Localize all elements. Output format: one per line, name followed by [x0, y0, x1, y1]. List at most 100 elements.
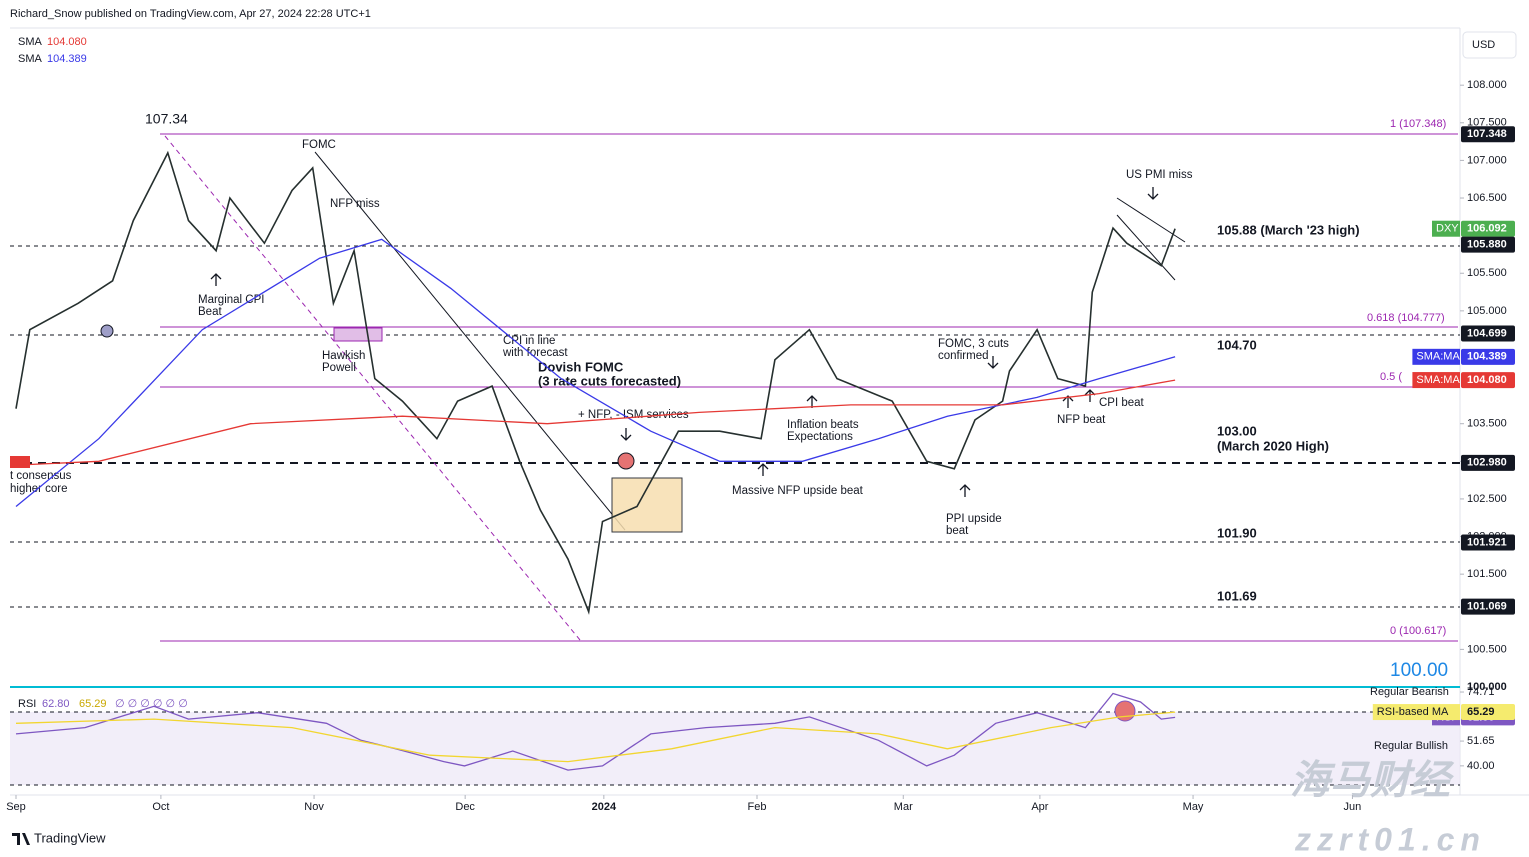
- price-badge: [1461, 598, 1515, 615]
- y-tick-label: 100.500: [1467, 643, 1507, 655]
- legend-value: 62.80: [42, 698, 70, 710]
- annotation: NFP beat: [1057, 414, 1106, 426]
- y-tick-label: 51.65: [1467, 735, 1495, 747]
- tag-badge: [1372, 704, 1460, 721]
- fib-label: 0.5 (: [1380, 371, 1402, 383]
- trend-line: [164, 135, 581, 641]
- y-tick-label: 74.71: [1467, 686, 1495, 698]
- price-badge-label: 100.000: [1467, 681, 1507, 693]
- annotation: Inflation beats: [787, 419, 859, 431]
- currency[interactable]: USD: [1472, 39, 1495, 51]
- left-marker: [10, 456, 30, 468]
- annotation: with forecast: [502, 347, 568, 359]
- rsi-note: Regular Bearish: [1370, 686, 1449, 698]
- annotation: FOMC: [302, 139, 336, 151]
- x-tick-label: Sep: [6, 801, 26, 813]
- annotations: 107.34 FOMC NFP miss Marginal CPI Beat H…: [10, 111, 1449, 752]
- annotation: FOMC, 3 cuts: [938, 338, 1009, 350]
- price-badge: [1461, 236, 1515, 253]
- highlight-box: [333, 327, 383, 342]
- x-tick-label: Dec: [455, 801, 475, 813]
- watermark: 海马财经: [1290, 759, 1455, 803]
- annotation: Marginal CPI: [198, 294, 264, 306]
- arrows: [210, 187, 1159, 497]
- price-badge-label: 65.29: [1467, 706, 1495, 718]
- level-note: 105.88 (March '23 high): [1217, 222, 1360, 237]
- y-tick-label: 107.000: [1467, 154, 1507, 166]
- price-badge: [1461, 704, 1515, 721]
- price-badge-label: 104.389: [1467, 351, 1507, 363]
- arrow: [620, 428, 632, 441]
- tag-badge-label: DXY: [1436, 223, 1459, 235]
- series-line: [15, 238, 1176, 508]
- brand: TradingView: [34, 830, 106, 845]
- annotation: confirmed: [938, 350, 989, 362]
- level-note: 101.90: [1217, 525, 1257, 540]
- annotation: + NFP, - ISM services: [578, 409, 689, 421]
- legend-name: RSI: [18, 698, 36, 710]
- arrow: [806, 395, 818, 408]
- price-badge-label: 104.699: [1467, 327, 1507, 339]
- annotation: beat: [946, 525, 969, 537]
- price-badge-label: 102.980: [1467, 457, 1507, 469]
- level-note: 100.00: [1390, 660, 1448, 681]
- level-note: 101.69: [1217, 588, 1257, 603]
- arrow: [987, 356, 999, 369]
- marker-circle: [1114, 700, 1136, 722]
- price-badge: [1461, 372, 1515, 389]
- marker-circle: [100, 324, 114, 338]
- arrow: [1062, 395, 1074, 408]
- x-tick-label: Jun: [1344, 801, 1362, 813]
- price-badge-label: 105.880: [1467, 239, 1507, 251]
- y-tick-label: 40.00: [1467, 760, 1495, 772]
- tag-badge-label: SMA:MA: [1416, 351, 1460, 363]
- y-tick-label: 105.000: [1467, 305, 1507, 317]
- annotation: higher core: [10, 483, 68, 495]
- price-badge-label: 107.348: [1467, 128, 1507, 140]
- y-tick-label: 102.500: [1467, 493, 1507, 505]
- y-tick-label: 107.500: [1467, 117, 1507, 129]
- annotation: 107.34: [145, 111, 188, 127]
- legend-value: 65.29: [79, 698, 107, 710]
- fib-label: 0.618 (104.777): [1367, 312, 1445, 324]
- price-badge: [1461, 534, 1515, 551]
- arrow: [959, 484, 971, 497]
- legend-name: SMA: [18, 36, 43, 48]
- arrow: [757, 463, 769, 476]
- annotation: Beat: [198, 306, 222, 318]
- currency-button[interactable]: [1462, 31, 1517, 59]
- price-badge-label: 101.921: [1467, 536, 1507, 548]
- y-tick-label: 108.000: [1467, 79, 1507, 91]
- annotation: CPI beat: [1099, 397, 1145, 409]
- x-tick-label: Nov: [304, 801, 324, 813]
- annotation: PPI upside: [946, 513, 1002, 525]
- level-note: (March 2020 High): [1217, 438, 1329, 453]
- watermark-url: zzrt01.cn: [1294, 821, 1486, 857]
- rsi-band: [10, 712, 1460, 785]
- y-tick-label: 105.500: [1467, 267, 1507, 279]
- price-badge-label: 101.069: [1467, 600, 1507, 612]
- fib-label: 0 (100.617): [1390, 625, 1446, 637]
- series-line: [15, 150, 1176, 615]
- tag-badge-label: SMA:MA: [1416, 374, 1460, 386]
- y-tick-label: 106.500: [1467, 192, 1507, 204]
- y-tick-label: 101.500: [1467, 568, 1507, 580]
- byline: Richard_Snow published on TradingView.co…: [10, 8, 371, 20]
- annotation: NFP miss: [330, 198, 380, 210]
- legend-value: 104.080: [47, 36, 87, 48]
- series-line: [15, 692, 1176, 771]
- range-box: [611, 477, 683, 533]
- annotation: Massive NFP upside beat: [732, 485, 864, 497]
- brand-logo: [12, 833, 30, 845]
- arrow: [210, 273, 222, 286]
- arrow: [1084, 389, 1096, 402]
- tag-badge: [1432, 220, 1460, 237]
- channel-line: [1116, 214, 1176, 281]
- level-note: 103.00: [1217, 423, 1257, 438]
- price-badge: [1461, 454, 1515, 471]
- tag-badge: [1412, 348, 1460, 365]
- marker-circle: [617, 452, 635, 470]
